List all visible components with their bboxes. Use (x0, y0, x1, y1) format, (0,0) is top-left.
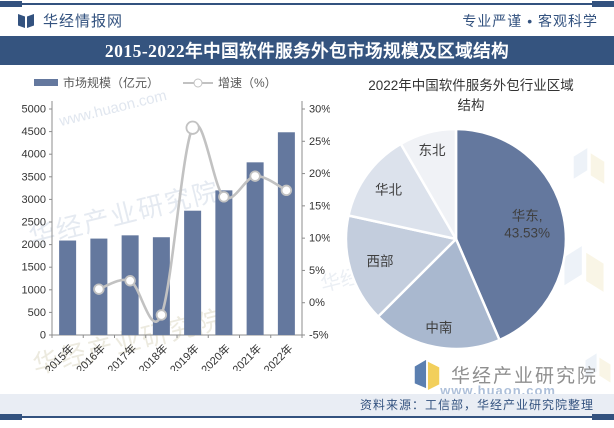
title-bar: 2015-2022年中国软件服务外包市场规模及区域结构 (0, 36, 614, 65)
x-axis-label: 2021年 (229, 341, 264, 371)
bar-2021年 (246, 162, 264, 335)
x-axis-label: 2016年 (73, 341, 108, 371)
legend-line-label: 增速（%） (218, 76, 277, 90)
line-series-swatch (183, 78, 214, 87)
bar-2020年 (215, 190, 233, 335)
bar-series-swatch (34, 79, 58, 86)
pie-label-东北: 东北 (418, 143, 446, 158)
growth-marker (218, 191, 230, 203)
watermark-diamond-icon (585, 353, 611, 383)
left-axis-tick-label: 2500 (22, 217, 46, 229)
bar-2022年 (277, 132, 295, 335)
pie-slice-西部 (344, 214, 458, 318)
left-axis-tick-label: 0 (40, 330, 46, 342)
bar-line-chart: 0 500 1000 1500 2000 2500 3000 3500 4000 4500 5000… (8, 93, 331, 376)
header: 华经情报网 专业严谨 • 客观科学 (16, 10, 598, 31)
right-axis-tick-label: 10% (309, 233, 330, 245)
pie-label-西部: 西部 (366, 254, 393, 269)
bottom-border-right-cap (592, 414, 614, 420)
combo-chart-svg: 0 500 1000 1500 2000 2500 3000 3500 4000 4500 5000… (22, 101, 331, 376)
combo-chart-panel: 市场规模（亿元） 增速（%） 0 500 1000 1500 2000 2500 3000 3… (8, 74, 332, 376)
pie-title: 2022年中国软件服务外包行业区域结构 (368, 78, 574, 113)
legend-item-growth: 增速（%） (183, 74, 277, 91)
footer-brand-name: 华经产业研究院 (450, 365, 598, 387)
pie-label-华北: 华北 (375, 183, 402, 198)
left-axis-tick-label: 500 (28, 307, 46, 319)
left-axis-tick-label: 2000 (22, 239, 46, 251)
left-axis-tick-label: 1000 (22, 284, 46, 296)
line-marker-icon (193, 78, 203, 87)
growth-marker (280, 184, 293, 197)
right-axis-tick-label: 20% (309, 168, 330, 180)
left-axis-tick-label: 4000 (22, 149, 46, 161)
top-border (0, 1, 614, 7)
site-name: 华经情报网 (43, 13, 124, 30)
right-axis-tick-label: 15% (309, 200, 330, 212)
header-slogan: 专业严谨 • 客观科学 (462, 12, 598, 29)
left-axis-tick-label: 5000 (22, 104, 46, 116)
left-axis-tick-label: 1500 (22, 262, 46, 274)
bottom-border (0, 414, 614, 420)
growth-marker (93, 283, 105, 295)
pie-slice-华北 (347, 142, 458, 241)
pie-label-中南: 中南 (425, 321, 452, 336)
top-border-left-cap (0, 1, 22, 7)
bar-2015年 (59, 240, 77, 335)
footer-brand: 华经产业研究院 (411, 358, 598, 390)
bar-2018年 (152, 237, 170, 335)
brand-logo-icon (414, 359, 440, 390)
pie-slice-中南 (376, 237, 501, 351)
x-axis-label: 2019年 (167, 341, 202, 371)
pie-chart-panel: 2022年中国软件服务外包行业区域结构 华东, 43.53% 中南 西部 华北 东北 (330, 74, 612, 362)
bar-2019年 (184, 210, 202, 335)
pie-chart: 华东, 43.53% 中南 西部 华北 东北 (330, 117, 612, 362)
legend-item-market-size: 市场规模（亿元） (34, 74, 159, 91)
page-title: 2015-2022年中国软件服务外包市场规模及区域结构 (104, 41, 510, 61)
watermark-diamond-icon (573, 148, 605, 184)
bottom-border-left-cap (0, 414, 22, 420)
pie-slice-华东 (454, 127, 568, 342)
right-axis-tick-label: 25% (309, 136, 330, 148)
source-note: 资料来源：工信部，华经产业研究院整理 (359, 398, 594, 412)
growth-marker (124, 275, 136, 287)
x-axis-label: 2020年 (198, 341, 233, 371)
growth-marker (185, 120, 200, 135)
left-axis-tick-label: 3000 (22, 194, 46, 206)
left-axis-tick-label: 3500 (22, 171, 46, 183)
right-axis-tick-label: 0% (309, 297, 325, 309)
site-logo-icon (18, 13, 34, 28)
source-strip: 资料来源：工信部，华经产业研究院整理 (0, 394, 614, 416)
x-axis-label: 2018年 (136, 341, 171, 371)
right-axis-tick-label: 5% (309, 265, 325, 277)
growth-marker (249, 170, 261, 182)
pie-label-华东: 华东, 43.53% (504, 208, 550, 240)
x-axis-label: 2015年 (42, 341, 77, 371)
pie-chart-svg: 华东, 43.53% 中南 西部 华北 东北 (344, 127, 568, 351)
watermark-diamond-icon (564, 246, 604, 292)
chart-legend: 市场规模（亿元） 增速（%） (34, 74, 330, 91)
x-axis-label: 2022年 (261, 341, 296, 371)
top-border-right-cap (592, 1, 614, 7)
x-axis-label: 2017年 (104, 341, 139, 371)
left-axis-tick-label: 4500 (22, 126, 46, 138)
growth-marker (155, 309, 168, 321)
right-axis-tick-label: 30% (309, 104, 330, 116)
right-axis-tick-label: -5% (309, 330, 329, 342)
pie-slice-东北 (399, 127, 458, 241)
legend-bar-label: 市场规模（亿元） (63, 76, 160, 90)
